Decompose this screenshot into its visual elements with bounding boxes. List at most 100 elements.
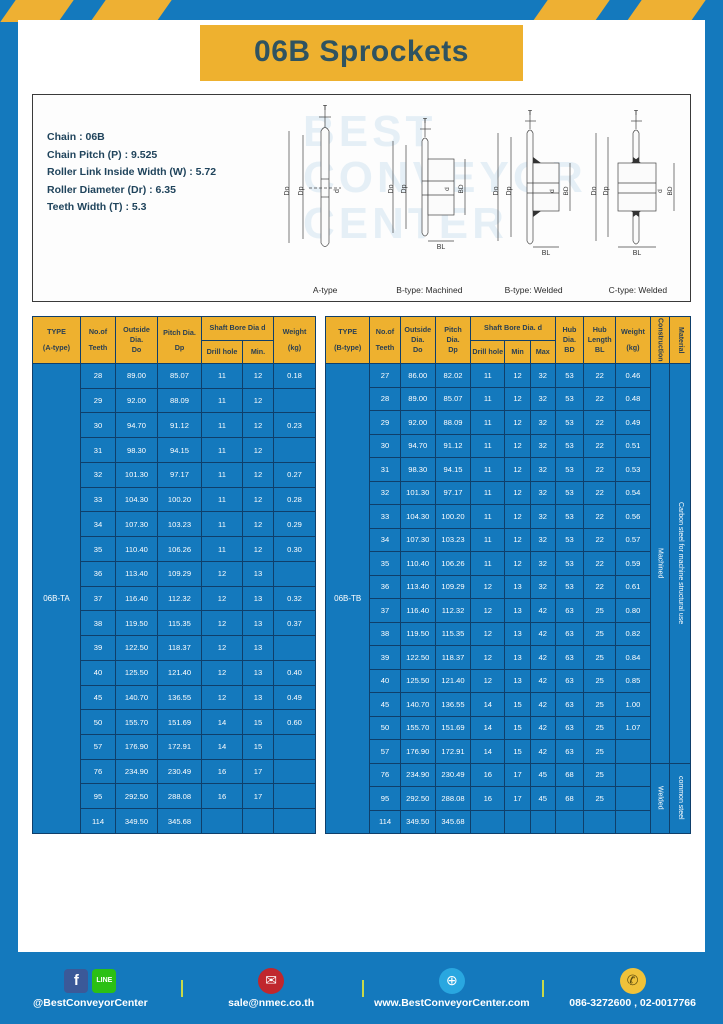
cell-weight: 0.30 bbox=[273, 536, 317, 562]
cell-outside-dia: 116.40 bbox=[115, 585, 158, 612]
cell-weight: 0.53 bbox=[615, 457, 651, 482]
cell-hub-dia: 63 bbox=[554, 621, 585, 646]
cell-hub-length: 25 bbox=[583, 762, 617, 787]
cell-hub-dia: 53 bbox=[554, 410, 585, 435]
cell-pitch-dia: 172.91 bbox=[157, 734, 202, 760]
cell-pitch-dia: 100.20 bbox=[157, 486, 202, 513]
cell-pitch-dia: 106.26 bbox=[434, 551, 472, 576]
table-row: 114 349.50 345.68 bbox=[326, 809, 691, 834]
cell-bore-min: 12 bbox=[241, 363, 275, 389]
cell-teeth: 34 bbox=[80, 511, 116, 538]
cell-pitch-dia: 230.49 bbox=[157, 758, 202, 785]
svg-text:T: T bbox=[527, 110, 532, 117]
table-row: 50 155.70 151.69 14 15 42 63 25 1.07 bbox=[326, 715, 691, 740]
cell-weight bbox=[273, 560, 317, 587]
cell-outside-dia: 98.30 bbox=[399, 457, 436, 482]
phone-icon[interactable]: ✆ bbox=[619, 967, 646, 994]
footer-website[interactable]: ⊕ www.BestConveyorCenter.com bbox=[361, 967, 543, 1009]
cell-drill-hole: 14 bbox=[470, 739, 506, 764]
cell-teeth: 38 bbox=[369, 621, 401, 646]
cell-outside-dia: 125.50 bbox=[399, 668, 436, 693]
table-row: 36 113.40 109.29 12 13 bbox=[33, 560, 317, 587]
cell-pitch-dia: 151.69 bbox=[157, 709, 202, 736]
cell-drill-hole: 11 bbox=[201, 412, 243, 439]
cell-bore-max bbox=[529, 809, 556, 834]
cell-pitch-dia: 112.32 bbox=[157, 585, 202, 612]
cell-drill-hole bbox=[201, 808, 243, 834]
cell-bore-max: 42 bbox=[529, 692, 556, 717]
cell-drill-hole: 14 bbox=[470, 715, 506, 740]
cell-bore-max: 32 bbox=[529, 527, 556, 552]
th-a-drill-hole: Drill hole bbox=[201, 339, 243, 364]
svg-text:BL: BL bbox=[541, 250, 550, 257]
cell-pitch-dia: 345.68 bbox=[157, 808, 202, 834]
cell-hub-length: 25 bbox=[583, 715, 617, 740]
table-row: 33 104.30 100.20 11 12 0.28 bbox=[33, 486, 317, 513]
table-row: 57 176.90 172.91 14 15 bbox=[33, 734, 317, 760]
cell-hub-dia: 63 bbox=[554, 645, 585, 670]
cell-hub-dia: 53 bbox=[554, 574, 585, 599]
cell-outside-dia: 110.40 bbox=[115, 536, 158, 562]
cell-hub-length: 22 bbox=[583, 551, 617, 576]
cell-outside-dia: 101.30 bbox=[115, 461, 158, 488]
cell-teeth: 35 bbox=[369, 551, 401, 576]
table-a-type: TYPE (A-type) No.of Teeth Outside Dia. D… bbox=[32, 316, 317, 834]
cell-bore-min: 13 bbox=[241, 560, 275, 587]
cell-weight: 0.48 bbox=[615, 386, 651, 411]
facebook-icon[interactable]: f bbox=[64, 968, 89, 993]
table-row: 95 292.50 288.08 16 17 45 68 25 bbox=[326, 786, 691, 811]
cell-drill-hole: 11 bbox=[201, 461, 243, 488]
cell-teeth: 40 bbox=[369, 668, 401, 693]
cell-bore-min: 17 bbox=[504, 786, 531, 811]
cell-teeth: 33 bbox=[369, 504, 401, 529]
cell-drill-hole: 16 bbox=[470, 786, 506, 811]
footer-email[interactable]: ✉ sale@nmec.co.th bbox=[180, 967, 362, 1009]
cell-outside-dia: 125.50 bbox=[115, 659, 158, 686]
cell-drill-hole: 11 bbox=[470, 504, 506, 529]
spec-chain-pitch: Chain Pitch (P) : 9.525 bbox=[47, 148, 158, 161]
cell-outside-dia: 119.50 bbox=[399, 621, 436, 646]
globe-icon[interactable]: ⊕ bbox=[438, 967, 465, 994]
th-a-type: TYPE (A-type) bbox=[32, 316, 81, 364]
cell-drill-hole: 14 bbox=[201, 734, 243, 760]
cell-hub-length: 25 bbox=[583, 692, 617, 717]
table-row: 31 98.30 94.15 11 12 bbox=[33, 437, 317, 463]
footer-phone-label: 086-3272600 , 02-0017766 bbox=[569, 996, 696, 1009]
cell-weight: 0.57 bbox=[615, 527, 651, 552]
cell-weight: 0.28 bbox=[273, 486, 317, 513]
cell-bore-max: 32 bbox=[529, 410, 556, 435]
cell-teeth: 50 bbox=[369, 715, 401, 740]
cell-outside-dia: 92.00 bbox=[115, 387, 158, 414]
table-row: 37 116.40 112.32 12 13 0.32 bbox=[33, 585, 317, 612]
cell-bore-min: 12 bbox=[241, 511, 275, 538]
spec-diagram-panel: Chain : 06B Chain Pitch (P) : 9.525 Roll… bbox=[32, 94, 691, 302]
cell-hub-dia: 53 bbox=[554, 433, 585, 458]
th-b-bore-group: Shaft Bore Dia. d bbox=[470, 316, 556, 341]
cell-teeth: 57 bbox=[369, 739, 401, 764]
cell-drill-hole: 11 bbox=[470, 527, 506, 552]
cell-teeth: 36 bbox=[80, 560, 116, 587]
line-icon[interactable]: LINE bbox=[92, 968, 117, 993]
cell-bore-min: 13 bbox=[241, 635, 275, 661]
cell-outside-dia: 104.30 bbox=[399, 504, 436, 529]
cell-weight bbox=[273, 734, 317, 760]
cell-outside-dia: 94.70 bbox=[399, 433, 436, 458]
cell-bore-min: 13 bbox=[504, 574, 531, 599]
cell-outside-dia: 349.50 bbox=[115, 808, 158, 834]
cell-teeth: 76 bbox=[369, 762, 401, 787]
footer-bar: f LINE @BestConveyorCenter ✉ sale@nmec.c… bbox=[0, 952, 723, 1024]
spec-teeth-width: Teeth Width (T) : 5.3 bbox=[47, 201, 147, 213]
cell-drill-hole: 11 bbox=[470, 386, 506, 411]
footer-phone[interactable]: ✆ 086-3272600 , 02-0017766 bbox=[542, 967, 723, 1009]
cell-drill-hole: 12 bbox=[470, 645, 506, 670]
email-icon[interactable]: ✉ bbox=[258, 967, 285, 994]
cell-teeth: 114 bbox=[369, 809, 401, 834]
table-a-header-row-2: Drill hole Min. bbox=[33, 339, 316, 364]
figure-caption-c-welded: C-type: Welded bbox=[608, 285, 668, 295]
cell-bore-min: 12 bbox=[504, 527, 531, 552]
cell-outside-dia: 122.50 bbox=[115, 635, 158, 661]
cell-hub-dia: 53 bbox=[554, 527, 585, 552]
cell-hub-length: 25 bbox=[583, 621, 617, 646]
table-row: 38 119.50 115.35 12 13 0.37 bbox=[33, 610, 317, 637]
footer-social[interactable]: f LINE @BestConveyorCenter bbox=[0, 968, 181, 1009]
